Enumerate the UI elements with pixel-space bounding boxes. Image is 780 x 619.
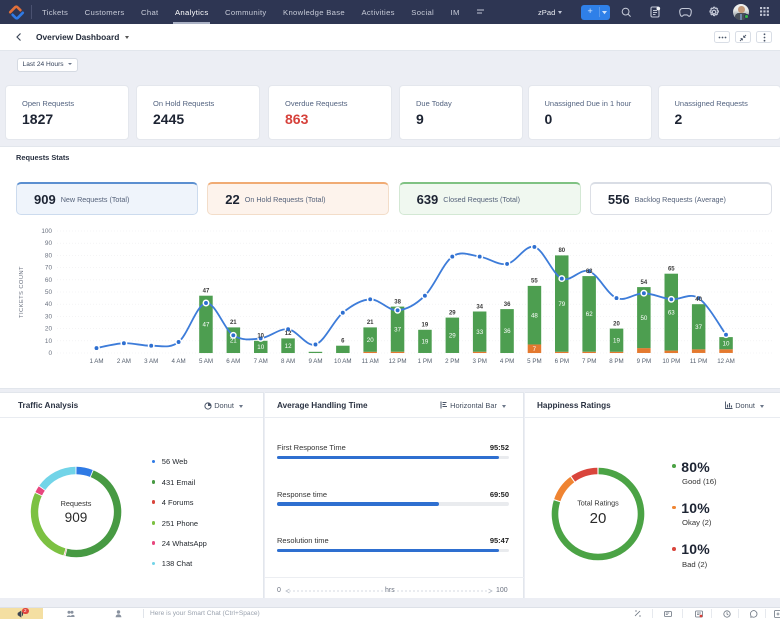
- svg-text:63: 63: [668, 309, 675, 316]
- svg-text:29: 29: [449, 333, 456, 340]
- svg-text:9 AM: 9 AM: [308, 358, 322, 365]
- svg-text:12: 12: [285, 343, 292, 350]
- svg-text:37: 37: [695, 324, 702, 331]
- svg-text:19: 19: [421, 339, 428, 346]
- svg-text:10 AM: 10 AM: [334, 358, 352, 365]
- svg-text:47: 47: [203, 322, 210, 329]
- svg-text:21: 21: [367, 320, 374, 326]
- svg-text:12 AM: 12 AM: [717, 358, 735, 365]
- svg-text:100: 100: [41, 228, 52, 235]
- svg-text:12: 12: [285, 331, 292, 337]
- svg-text:909: 909: [65, 510, 88, 525]
- svg-text:Requests: Requests: [61, 499, 92, 508]
- svg-text:20: 20: [613, 321, 620, 327]
- svg-text:19: 19: [613, 337, 620, 344]
- svg-text:TICKETS COUNT: TICKETS COUNT: [19, 266, 25, 318]
- svg-text:10: 10: [257, 334, 264, 340]
- svg-text:65: 65: [668, 267, 675, 273]
- svg-text:11 AM: 11 AM: [362, 358, 379, 365]
- svg-text:48: 48: [531, 312, 538, 319]
- svg-text:34: 34: [476, 304, 483, 310]
- svg-text:63: 63: [586, 269, 593, 275]
- svg-text:19: 19: [422, 323, 429, 329]
- svg-text:37: 37: [394, 326, 401, 333]
- svg-text:55: 55: [531, 279, 538, 285]
- svg-text:29: 29: [449, 310, 456, 316]
- svg-text:6 AM: 6 AM: [226, 358, 240, 365]
- svg-text:2 AM: 2 AM: [117, 358, 131, 365]
- svg-text:10: 10: [723, 340, 730, 347]
- svg-text:8 PM: 8 PM: [609, 358, 623, 365]
- svg-text:10: 10: [45, 338, 53, 345]
- svg-text:70: 70: [45, 265, 53, 272]
- svg-text:0: 0: [48, 350, 52, 357]
- svg-text:21: 21: [230, 337, 237, 344]
- svg-text:21: 21: [230, 320, 237, 326]
- svg-text:36: 36: [504, 302, 511, 308]
- svg-text:38: 38: [394, 299, 401, 305]
- svg-text:4 AM: 4 AM: [172, 358, 186, 365]
- svg-text:6: 6: [341, 339, 345, 345]
- svg-text:50: 50: [45, 289, 53, 296]
- svg-text:5 AM: 5 AM: [199, 358, 213, 365]
- svg-text:10 PM: 10 PM: [662, 358, 680, 365]
- svg-text:47: 47: [203, 289, 210, 295]
- svg-text:12 PM: 12 PM: [389, 358, 407, 365]
- svg-text:33: 33: [476, 329, 483, 336]
- svg-text:40: 40: [695, 297, 702, 303]
- svg-text:10: 10: [257, 344, 264, 351]
- svg-text:90: 90: [45, 240, 53, 247]
- svg-text:7 PM: 7 PM: [582, 358, 596, 365]
- svg-text:3 PM: 3 PM: [472, 358, 486, 365]
- svg-text:30: 30: [45, 313, 53, 320]
- svg-text:2 PM: 2 PM: [445, 358, 459, 365]
- svg-text:62: 62: [586, 311, 593, 318]
- svg-text:8 AM: 8 AM: [281, 358, 295, 365]
- svg-text:54: 54: [641, 280, 648, 286]
- svg-text:9 PM: 9 PM: [637, 358, 651, 365]
- svg-text:3 AM: 3 AM: [144, 358, 158, 365]
- svg-text:20: 20: [45, 326, 53, 333]
- svg-text:7: 7: [533, 346, 537, 353]
- svg-text:20: 20: [367, 337, 374, 344]
- svg-text:79: 79: [558, 301, 565, 308]
- svg-text:36: 36: [504, 328, 511, 335]
- svg-text:80: 80: [45, 252, 53, 259]
- svg-text:50: 50: [640, 315, 647, 322]
- svg-text:5 PM: 5 PM: [527, 358, 541, 365]
- svg-text:20: 20: [590, 510, 607, 527]
- svg-text:Total Ratings: Total Ratings: [577, 499, 619, 508]
- svg-text:80: 80: [558, 248, 565, 254]
- svg-text:7 AM: 7 AM: [254, 358, 268, 365]
- svg-text:4 PM: 4 PM: [500, 358, 514, 365]
- svg-text:1 PM: 1 PM: [418, 358, 432, 365]
- svg-text:6 PM: 6 PM: [555, 358, 569, 365]
- svg-text:11 PM: 11 PM: [690, 358, 707, 365]
- svg-text:60: 60: [45, 277, 53, 284]
- svg-text:1 AM: 1 AM: [89, 358, 103, 365]
- svg-text:40: 40: [45, 301, 53, 308]
